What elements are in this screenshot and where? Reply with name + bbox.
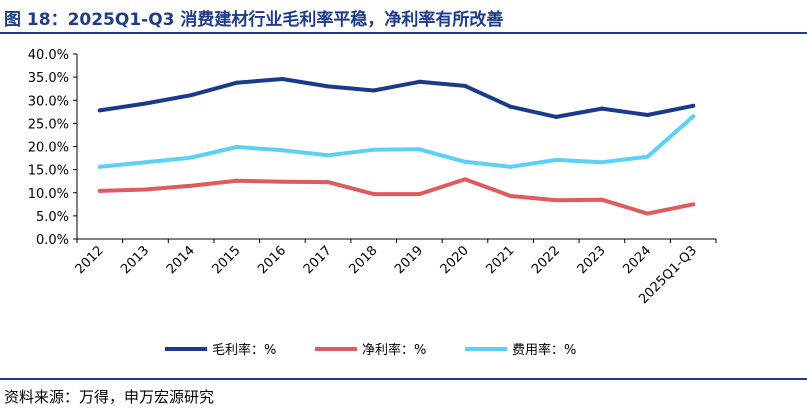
data-point <box>508 164 513 169</box>
series-line-1 <box>97 77 696 119</box>
data-point <box>371 192 376 197</box>
legend: 毛利率：% 净利率：% 费用率：% <box>165 342 576 358</box>
x-tick-label: 2020 <box>438 243 472 277</box>
data-point <box>189 155 194 160</box>
legend-label: 毛利率：% <box>212 342 276 358</box>
data-point <box>280 76 285 81</box>
data-point <box>599 160 604 165</box>
x-tick-label: 2019 <box>392 243 426 277</box>
x-tick-label: 2023 <box>575 243 609 277</box>
data-point <box>462 177 467 182</box>
y-tick-label: 40.0% <box>28 48 69 63</box>
y-tick-label: 10.0% <box>28 187 69 202</box>
data-point <box>280 148 285 153</box>
data-point <box>691 202 696 207</box>
data-point <box>691 103 696 108</box>
legend-label: 费用率：% <box>512 342 576 358</box>
data-point <box>189 183 194 188</box>
y-tick-label: 15.0% <box>28 164 69 179</box>
data-point <box>645 211 650 216</box>
y-tick-label: 35.0% <box>28 71 69 86</box>
x-tick-label: 2013 <box>118 243 152 277</box>
x-tick-label: 2015 <box>210 243 244 277</box>
data-point <box>143 160 148 165</box>
y-tick-label: 30.0% <box>28 94 69 109</box>
data-point <box>417 79 422 84</box>
series-line-3 <box>97 114 696 169</box>
data-point <box>417 147 422 152</box>
data-point <box>554 114 559 119</box>
series-layer <box>97 76 696 216</box>
y-tick-label: 0.0% <box>36 233 69 248</box>
data-point <box>189 93 194 98</box>
x-tick-label: 2022 <box>529 243 563 277</box>
y-axis: 0.0% 5.0% 10.0% 15.0% 20.0% 25.0% 30.0% 35.0% 40… <box>28 48 78 248</box>
y-tick-label: 25.0% <box>28 117 69 132</box>
data-point <box>234 178 239 183</box>
data-point <box>143 187 148 192</box>
y-tick-label: 20.0% <box>28 141 69 156</box>
line-chart: 0.0% 5.0% 10.0% 15.0% 20.0% 25.0% 30.0% 35.0% 40… <box>28 48 717 358</box>
data-point <box>234 80 239 85</box>
legend-label: 净利率：% <box>362 342 426 358</box>
y-tick-label: 5.0% <box>36 210 69 225</box>
data-point <box>97 164 102 169</box>
data-point <box>417 192 422 197</box>
data-point <box>234 144 239 149</box>
x-axis: 2012 2013 2014 2015 2016 2017 2018 2019 2020 2021… <box>73 238 717 307</box>
data-point <box>462 159 467 164</box>
series-line-2 <box>97 177 696 216</box>
data-point <box>143 101 148 106</box>
data-point <box>508 193 513 198</box>
data-point <box>554 198 559 203</box>
x-tick-label: 2017 <box>301 243 335 277</box>
data-point <box>97 188 102 193</box>
data-point <box>462 83 467 88</box>
source-note: 资料来源：万得，申万宏源研究 <box>4 388 215 406</box>
data-point <box>326 84 331 89</box>
data-point <box>645 113 650 118</box>
x-tick-label: 2021 <box>483 243 517 277</box>
data-point <box>599 106 604 111</box>
x-tick-label: 2016 <box>255 243 289 277</box>
data-point <box>554 157 559 162</box>
title-bar: 图 18：2025Q1-Q3 消费建材行业毛利率平稳，净利率有所改善 <box>0 0 807 34</box>
data-point <box>326 180 331 185</box>
data-point <box>691 114 696 119</box>
footer-divider <box>0 378 807 380</box>
x-tick-label: 2024 <box>620 243 654 277</box>
data-point <box>326 153 331 158</box>
data-point <box>371 147 376 152</box>
x-tick-label: 2018 <box>346 243 380 277</box>
data-point <box>645 154 650 159</box>
chart-title: 图 18：2025Q1-Q3 消费建材行业毛利率平稳，净利率有所改善 <box>4 10 504 30</box>
data-point <box>508 104 513 109</box>
data-point <box>371 88 376 93</box>
data-point <box>97 108 102 113</box>
x-tick-label: 2012 <box>73 243 107 277</box>
x-tick-label: 2014 <box>164 243 198 277</box>
data-point <box>280 179 285 184</box>
data-point <box>599 197 604 202</box>
